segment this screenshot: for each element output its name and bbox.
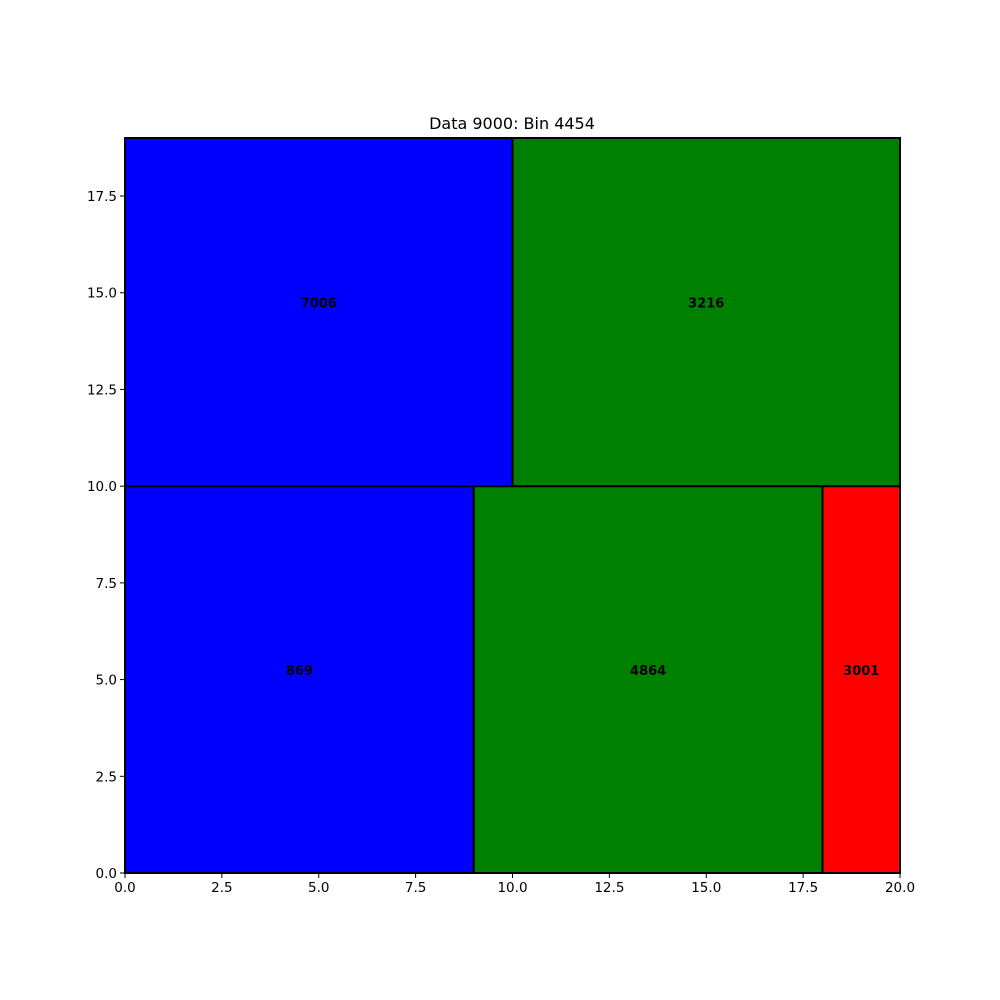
y-tick-label: 15.0 — [87, 286, 117, 302]
rect-7006 — [124, 137, 514, 488]
x-tick-label: 12.5 — [594, 880, 624, 896]
x-tick-label: 0.0 — [114, 880, 135, 896]
rect-label-3001: 3001 — [843, 664, 879, 679]
y-tick-label: 12.5 — [87, 382, 117, 398]
x-tick-label: 7.5 — [405, 880, 426, 896]
rect-4864 — [472, 485, 824, 874]
axes: 0.0 2.5 5.0 7.5 10.0 12.5 15.0 17.5 20.0 0.0 2.5 5.… — [87, 137, 915, 896]
rect-label-7006: 7006 — [301, 297, 337, 312]
rect-label-4864: 4864 — [630, 664, 666, 679]
rect-3216 — [511, 137, 901, 488]
rect-869 — [124, 485, 475, 874]
rect-label-869: 869 — [286, 664, 313, 679]
y-tick-label: 7.5 — [96, 576, 117, 592]
x-tick-label: 10.0 — [497, 880, 527, 896]
y-tick-label: 10.0 — [87, 479, 117, 495]
y-tick-label: 5.0 — [96, 673, 117, 689]
x-tick-label: 20.0 — [885, 880, 915, 896]
x-tick-label: 5.0 — [308, 880, 329, 896]
chart-title: Data 9000: Bin 4454 — [429, 114, 595, 133]
x-tick-label: 2.5 — [211, 880, 232, 896]
x-tick-label: 15.0 — [691, 880, 721, 896]
y-tick-label: 0.0 — [96, 866, 117, 882]
y-tick-label: 17.5 — [87, 189, 117, 205]
rect-3001 — [821, 485, 901, 874]
rectangles-layer — [124, 137, 901, 874]
rect-label-3216: 3216 — [688, 297, 724, 312]
x-tick-label: 17.5 — [788, 880, 818, 896]
rectangle-labels-layer: 869 4864 3001 7006 3216 — [286, 297, 880, 679]
y-tick-label: 2.5 — [96, 769, 117, 785]
